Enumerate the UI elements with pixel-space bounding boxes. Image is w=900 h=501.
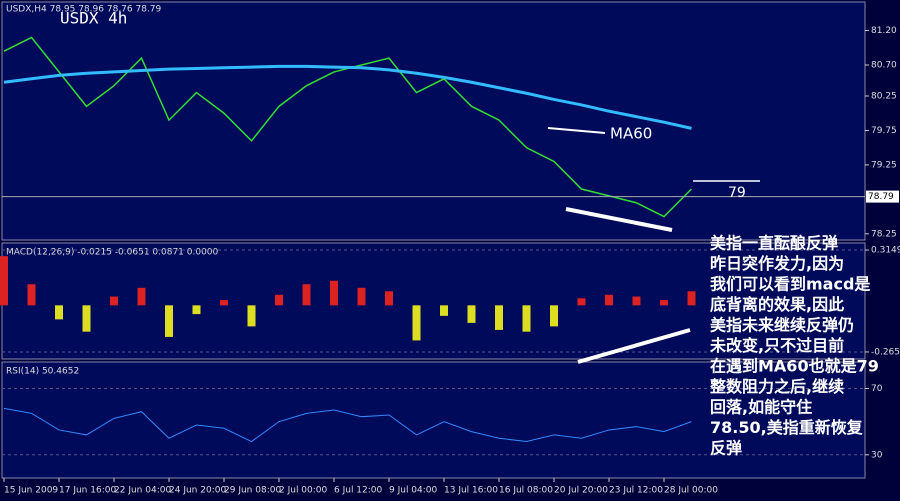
y-tick-label: 80.25 [871, 92, 897, 102]
bar [467, 305, 476, 323]
note-line: 在遇到MA60也就是79 [710, 357, 879, 376]
bar [495, 305, 503, 330]
bar [440, 305, 448, 316]
note-line: 我们可以看到macd是 [710, 275, 870, 294]
y-tick-label: 30 [871, 450, 883, 460]
rsi-panel [1, 361, 866, 479]
note-line: 整数阻力之后,继续 [709, 377, 844, 396]
x-tick-label: 2 Jul 00:00 [279, 486, 328, 496]
trend-line [577, 328, 691, 364]
note-line: 反弹 [710, 439, 742, 458]
x-tick-label: 20 Jul 20:00 [554, 486, 608, 496]
bar [605, 294, 613, 306]
bar [302, 284, 311, 306]
bar [632, 296, 641, 306]
note-line: 78.50,美指重新恢复 [710, 418, 864, 437]
bar [55, 305, 63, 320]
macd-header: MACD(12,26,9) -0.0215 -0.0651 0.0871 0.0… [6, 248, 219, 258]
bar [247, 305, 256, 327]
x-tick-label: 28 Jul 00:00 [664, 486, 718, 496]
chart-title: USDX 4h [60, 9, 127, 28]
line [3, 407, 692, 443]
y-tick-label: 79.75 [871, 126, 897, 136]
bar [660, 300, 668, 306]
rsi-header: RSI(14) 50.4652 [6, 367, 79, 377]
x-tick-label: 16 Jul 08:00 [499, 486, 553, 496]
x-tick-label: 24 Jun 20:00 [169, 486, 226, 496]
y-tick-label: 81.20 [871, 26, 897, 36]
x-tick-label: 23 Jul 12:00 [609, 486, 663, 496]
bar [550, 305, 558, 327]
bar [220, 300, 228, 306]
bar [330, 280, 338, 306]
annotation-line [547, 127, 606, 134]
x-tick-label: 17 Jun 16:00 [59, 486, 116, 496]
bar [110, 296, 118, 306]
x-tick-label: 13 Jul 16:00 [444, 486, 498, 496]
bar [137, 287, 146, 306]
trend-line [565, 207, 673, 232]
x-tick-label: 15 Jun 2009 [4, 486, 58, 496]
bar [385, 291, 393, 306]
price-header: USDX,H4 78.95 78.96 78.76 78.79 [6, 5, 162, 15]
bar [522, 305, 531, 332]
current-price-label: 78.79 [868, 192, 894, 202]
annotation: 79 [728, 185, 746, 201]
bar [687, 291, 696, 306]
y-tick-label: 78.25 [871, 229, 897, 239]
macd-panel [1, 242, 866, 360]
bar [275, 294, 283, 306]
note-line: 美指未来继续反弹仍 [710, 316, 854, 335]
x-tick-label: 22 Jun 04:00 [114, 486, 171, 496]
x-tick-label: 29 Jun 08:00 [224, 486, 281, 496]
note-line: 回落,如能守住 [710, 398, 812, 417]
y-tick-label: 70 [871, 384, 883, 394]
x-tick-label: 6 Jul 12:00 [334, 486, 383, 496]
bar [577, 298, 586, 306]
note-line: 底背离的效果,因此 [710, 295, 844, 314]
bar [27, 284, 36, 306]
current-price-box [866, 190, 899, 203]
note-line: 未改变,只不过目前 [709, 336, 844, 355]
y-tick-label: 80.70 [871, 61, 897, 71]
y-tick-label: -0.2655 [871, 347, 900, 357]
note-line: 昨日突作发力,因为 [710, 254, 844, 273]
bar [192, 305, 201, 315]
bar [82, 305, 91, 332]
note-line: 美指一直酝酿反弹 [710, 234, 838, 253]
annotation: MA60 [610, 125, 652, 143]
price-panel [1, 1, 866, 241]
bar [165, 305, 173, 337]
bar [412, 305, 421, 341]
line [3, 64, 692, 130]
bar [357, 287, 366, 306]
bar [0, 256, 8, 306]
x-tick-label: 9 Jul 04:00 [389, 486, 438, 496]
y-tick-label: 79.25 [871, 160, 897, 170]
y-tick-label: 0.3149 [871, 246, 900, 256]
